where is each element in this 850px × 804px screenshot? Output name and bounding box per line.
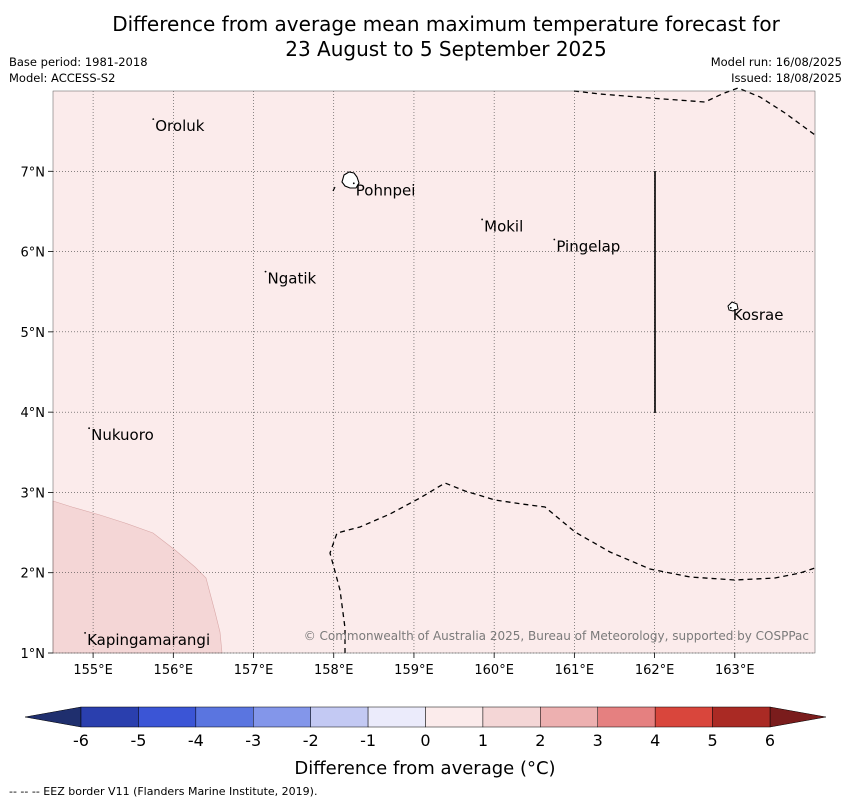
colorbar-over-arrow: [769, 706, 827, 728]
place-marker-kosrae: [729, 306, 732, 309]
lon-tick-label: 162°E: [635, 663, 675, 678]
colorbar-tick-label: -3: [245, 731, 261, 750]
lon-tick-label: 155°E: [73, 663, 113, 678]
lon-tick-label: 160°E: [474, 663, 514, 678]
map-frame: [52, 90, 816, 654]
eez-border-south: [329, 482, 816, 653]
colorbar-segment: [597, 706, 656, 728]
kosrae-island: [727, 301, 739, 312]
colorbar-label: Difference from average (°C): [294, 758, 555, 779]
issued-date: Issued: 18/08/2025: [731, 71, 842, 85]
colorbar-tick-label: 0: [420, 731, 430, 750]
lon-tick-label: 158°E: [314, 663, 354, 678]
lon-tick-label: 157°E: [234, 663, 274, 678]
colorbar-tick-label: 4: [650, 731, 660, 750]
place-marker-kapingamarangi: [84, 632, 86, 634]
colorbar-tick-label: 2: [535, 731, 545, 750]
lat-tick-label: 6°N: [21, 246, 46, 261]
place-label-oroluk: Oroluk: [155, 117, 204, 135]
pohnpei-island: [341, 171, 360, 189]
colorbar-segment: [138, 706, 197, 728]
lat-tick-label: 5°N: [21, 326, 46, 341]
map-area: Oroluk Pohnpei Mokil Pingelap Ngatik Kosrae Nu…: [52, 87, 816, 654]
lon-tick-label: 163°E: [715, 663, 755, 678]
colorbar: -6 -5 -4 -3 -2 -1 0 1 2 3 4 5 6 Difference from aver…: [24, 706, 827, 779]
place-label-mokil: Mokil: [484, 217, 523, 235]
lon-tick-label: 159°E: [394, 663, 434, 678]
lat-tick-label: 1°N: [21, 647, 46, 662]
place-label-nukuoro: Nukuoro: [91, 426, 154, 444]
colorbar-tick-label: -6: [73, 731, 89, 750]
model-name: Model: ACCESS-S2: [9, 71, 116, 85]
base-info: Base period: 1981-2018 Model: ACCESS-S2: [9, 54, 148, 86]
title-line-1: Difference from average mean maximum tem…: [112, 12, 780, 36]
lat-tick-label: 4°N: [21, 406, 46, 421]
colorbar-segment: [540, 706, 598, 728]
place-marker-oroluk: [152, 118, 155, 120]
place-label-kosrae: Kosrae: [733, 306, 784, 324]
colorbar-segment: [367, 706, 426, 728]
eez-border-north: [573, 87, 816, 136]
colorbar-segments: [80, 706, 771, 728]
colorbar-tick-label: 3: [593, 731, 603, 750]
place-label-pohnpei: Pohnpei: [356, 181, 416, 199]
colorbar-tick-label: -1: [360, 731, 376, 750]
colorbar-tick-label: 6: [765, 731, 775, 750]
place-marker-mokil: [481, 218, 484, 221]
colorbar-segment: [712, 706, 771, 728]
colorbar-tick-label: 5: [707, 731, 717, 750]
model-run: Model run: 16/08/2025: [710, 55, 842, 69]
colorbar-ticks: -6 -5 -4 -3 -2 -1 0 1 2 3 4 5 6: [73, 731, 775, 750]
colorbar-tick-label: 1: [478, 731, 488, 750]
lat-tick-label: 2°N: [21, 567, 46, 582]
colorbar-segment: [654, 706, 713, 728]
lat-tick-label: 3°N: [21, 486, 46, 501]
lon-tick-label: 161°E: [555, 663, 595, 678]
lat-tick-label: 7°N: [21, 165, 46, 180]
place-marker-ngatik: [264, 270, 267, 273]
map-title: Difference from average mean maximum tem…: [0, 12, 850, 62]
colorbar-tick-label: -2: [303, 731, 319, 750]
colorbar-segment: [195, 706, 254, 728]
place-label-ngatik: Ngatik: [268, 270, 317, 288]
base-period: Base period: 1981-2018: [9, 55, 148, 69]
eez-footnote: -- -- -- EEZ border V11 (Flanders Marine…: [9, 785, 318, 798]
axes: 155°E 156°E 157°E 158°E 159°E 160°E 161°E 162°E…: [21, 165, 755, 678]
run-info: Model run: 16/08/2025 Issued: 18/08/2025: [711, 54, 842, 86]
colorbar-segment: [253, 706, 311, 728]
colorbar-segment: [482, 706, 541, 728]
place-label-kapingamarangi: Kapingamarangi: [87, 631, 210, 649]
title-line-2: 23 August to 5 September 2025: [285, 37, 607, 61]
lon-tick-label: 156°E: [154, 663, 194, 678]
place-label-pingelap: Pingelap: [556, 238, 620, 256]
colorbar-under-arrow: [24, 706, 82, 728]
colorbar-tick-label: -5: [130, 731, 146, 750]
colorbar-tick-label: -4: [188, 731, 204, 750]
colorbar-segment: [80, 706, 139, 728]
colorbar-segment: [425, 706, 484, 728]
place-marker-pohnpei: [352, 182, 355, 185]
places: Oroluk Pohnpei Mokil Pingelap Ngatik Kosrae Nu…: [84, 117, 783, 649]
colorbar-segment: [310, 706, 369, 728]
place-marker-nukuoro: [88, 427, 90, 430]
eez-border-west-fragment: [332, 186, 336, 192]
copyright-text: © Commonwealth of Australia 2025, Bureau…: [304, 629, 809, 643]
place-marker-pingelap: [553, 238, 556, 241]
